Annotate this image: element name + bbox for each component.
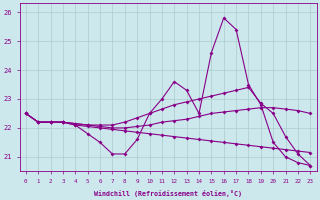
X-axis label: Windchill (Refroidissement éolien,°C): Windchill (Refroidissement éolien,°C) (94, 190, 242, 197)
